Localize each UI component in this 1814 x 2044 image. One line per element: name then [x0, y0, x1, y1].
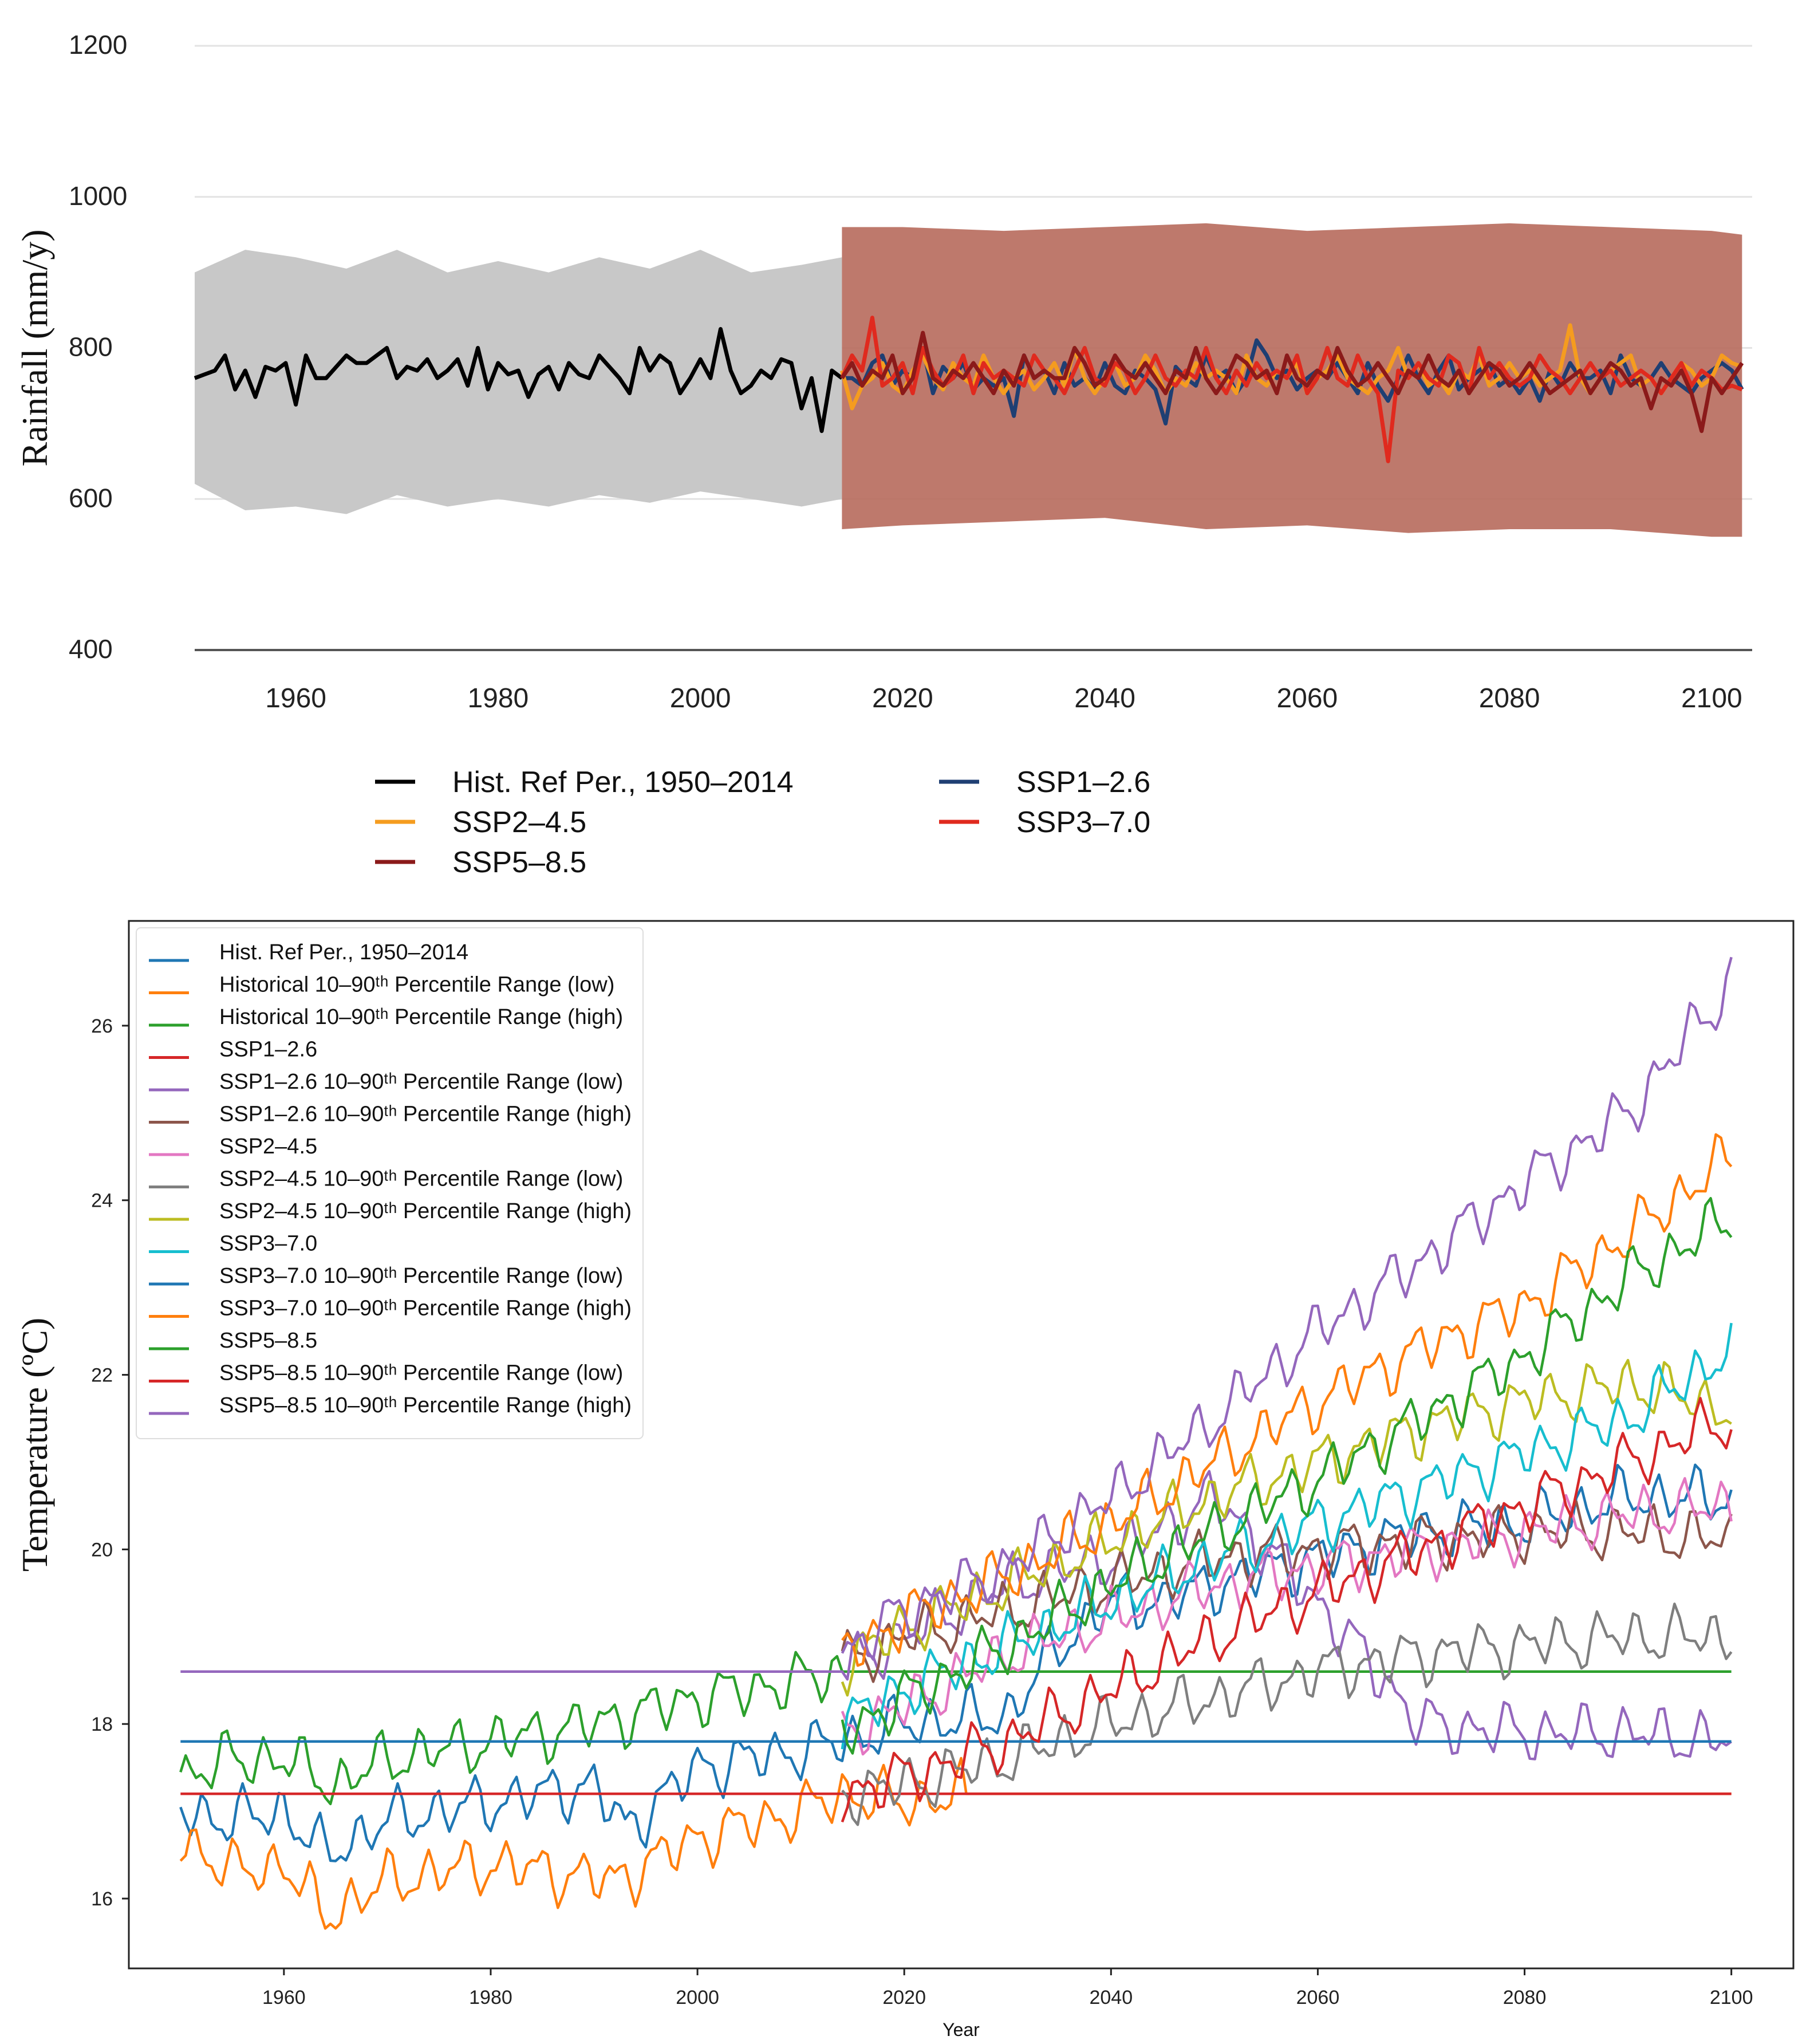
- rainfall-chart: 400 600 800 1000 1200 1960 1980 2000 2020 2040 206…: [14, 30, 1752, 879]
- series-line-ssp5-8-5: [841, 1197, 1733, 1755]
- x-tick-label: 2080: [1503, 1987, 1547, 2008]
- legend-label: SSP1–2.6 10–90ᵗʰ Percentile Range (high): [219, 1102, 632, 1127]
- y-tick-label: 800: [69, 332, 113, 362]
- y-tick-label: 20: [91, 1539, 113, 1561]
- legend-label: Historical 10–90ᵗʰ Percentile Range (hig…: [219, 1005, 623, 1029]
- x-tick-label: 2020: [872, 683, 933, 714]
- legend-label: Historical 10–90ᵗʰ Percentile Range (low…: [219, 973, 614, 997]
- y-tick-label: 600: [69, 483, 113, 513]
- legend-label: SSP2–4.5 10–90ᵗʰ Percentile Range (high): [219, 1199, 632, 1223]
- y-tick-label: 16: [91, 1888, 113, 1910]
- legend-label: SSP5–8.5: [219, 1329, 317, 1353]
- series-line-hist-ref-per-1950-2014: [194, 327, 843, 434]
- x-tick-label: 2100: [1710, 1987, 1753, 2008]
- x-tick-label: 2040: [1089, 1987, 1133, 2008]
- y-tick-label: 22: [91, 1365, 113, 1387]
- series-line-ssp1-2-6-10-90-percentile-range-high: [841, 1500, 1733, 1683]
- series-line-ssp5-8-5: [840, 330, 1744, 434]
- x-tick-label: 1980: [467, 683, 529, 714]
- y-tick-label: 1200: [69, 30, 127, 60]
- x-tick-label: 2060: [1276, 683, 1338, 714]
- legend-label: SSP1–2.6: [219, 1038, 317, 1062]
- legend-label: SSP3–7.0 10–90ᵗʰ Percentile Range (low): [219, 1264, 623, 1288]
- legend-label: SSP3–7.0 10–90ᵗʰ Percentile Range (high): [219, 1297, 632, 1321]
- series-line-ssp3-7-0: [841, 1322, 1733, 1750]
- x-tick-label: 2100: [1681, 683, 1742, 714]
- y-tick-label: 24: [91, 1190, 113, 1212]
- legend-label: SSP1–2.6: [1016, 766, 1150, 799]
- legend-label: SSP1–2.6 10–90ᵗʰ Percentile Range (low): [219, 1070, 623, 1094]
- y-axis-title: Rainfall (mm/y): [14, 229, 55, 466]
- x-tick-label: 1980: [469, 1987, 512, 2008]
- y-axis-title: Temperature (ºC): [14, 1318, 55, 1572]
- y-tick-label: 400: [69, 634, 113, 664]
- legend-label: SSP3–7.0: [219, 1232, 317, 1256]
- x-tick-label: 2000: [676, 1987, 719, 2008]
- x-tick-label: 2080: [1479, 683, 1540, 714]
- percentile-band-historical: [195, 250, 842, 514]
- legend-label: SSP5–8.5 10–90ᵗʰ Percentile Range (high): [219, 1393, 632, 1417]
- temperature-chart: 16 18 20 22 24 26 1960 1980 2000 2020 2040 2060 2080…: [14, 920, 1795, 2040]
- x-tick-label: 2020: [882, 1987, 926, 2008]
- series-line-hist-ref-per-1950-2014: [179, 1463, 1733, 1862]
- legend-label: SSP5–8.5 10–90ᵗʰ Percentile Range (low): [219, 1361, 623, 1385]
- series-line-historical-10-90-percentile-range-high: [179, 1651, 1732, 1806]
- y-tick-label: 18: [91, 1714, 113, 1735]
- series-line-ssp1-2-6: [842, 338, 1744, 426]
- legend-label: SSP2–4.5: [219, 1135, 317, 1159]
- legend-label: SSP5–8.5: [452, 846, 586, 879]
- series-line-ssp5-8-5-10-90-percentile-range-high: [841, 956, 1733, 1661]
- legend-label: SSP2–4.5: [452, 806, 586, 839]
- x-tick-label: 1960: [262, 1987, 306, 2008]
- x-axis-title: Year: [943, 2019, 980, 2040]
- series-line-ssp1-2-6-10-90-percentile-range-low: [180, 1470, 1732, 1761]
- legend-label: Hist. Ref Per., 1950–2014: [452, 766, 794, 799]
- series-line-ssp5-8-5-10-90-percentile-range-low: [841, 1397, 1733, 1823]
- x-tick-label: 2000: [670, 683, 731, 714]
- series-line-ssp2-4-5-10-90-percentile-range-high: [841, 1358, 1732, 1697]
- y-tick-label: 26: [91, 1015, 113, 1037]
- x-tick-label: 2060: [1296, 1987, 1340, 2008]
- legend-label: SSP3–7.0: [1016, 806, 1150, 839]
- legend-label: Hist. Ref Per., 1950–2014: [219, 940, 468, 964]
- legend-box: [136, 927, 644, 1439]
- y-tick-label: 1000: [69, 181, 127, 211]
- legend-label: SSP2–4.5 10–90ᵗʰ Percentile Range (low): [219, 1167, 623, 1191]
- x-tick-label: 2040: [1074, 683, 1135, 714]
- x-tick-label: 1960: [265, 683, 326, 714]
- series-line-ssp3-7-0-10-90-percentile-range-high: [841, 1133, 1733, 1667]
